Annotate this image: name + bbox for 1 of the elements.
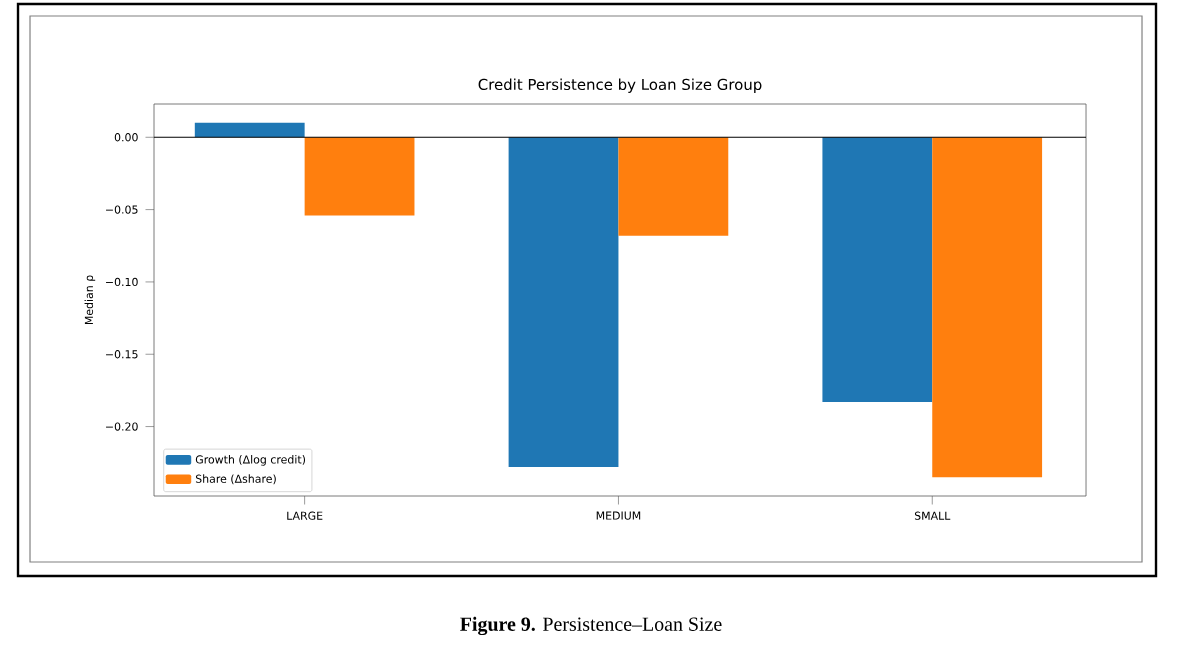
text: Figure 9. Persistence–Loan Size [460, 616, 722, 636]
